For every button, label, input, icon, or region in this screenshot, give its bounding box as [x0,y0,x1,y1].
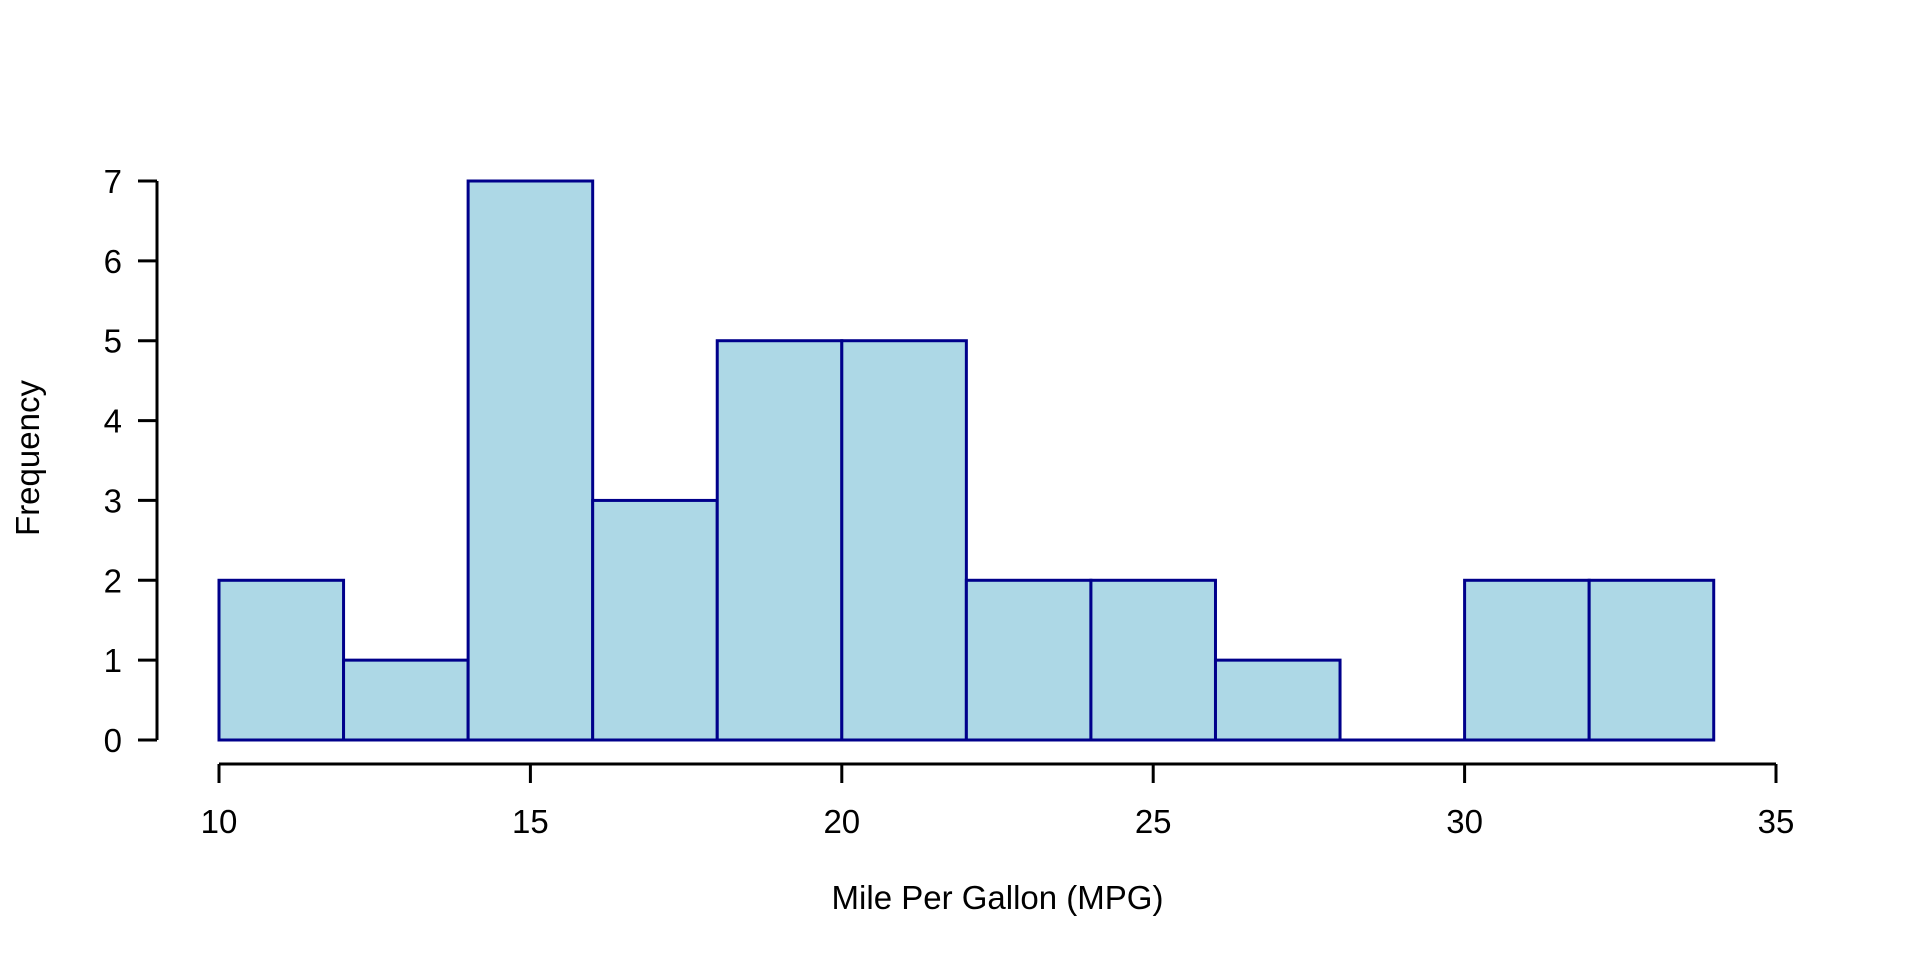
x-axis-title: Mile Per Gallon (MPG) [831,879,1164,916]
y-tick-label: 2 [104,562,122,599]
histogram-bar [1587,578,1716,742]
x-tick-label: 10 [201,803,238,840]
histogram-bar [1089,578,1217,742]
x-tick-label: 35 [1758,803,1795,840]
x-tick-label: 15 [512,803,549,840]
histogram-bar [964,578,1093,742]
histogram-bar [715,339,844,742]
y-tick-label: 0 [104,722,122,759]
histogram-bar [217,578,346,742]
y-tick-label: 6 [104,243,122,280]
x-tick-label: 20 [823,803,860,840]
histogram-bar [1213,658,1342,742]
histogram-bar [1463,578,1591,742]
y-tick-label: 3 [104,482,122,519]
y-axis-title: Frequency [9,380,46,536]
y-tick-label: 5 [104,323,122,360]
y-tick-label: 4 [104,403,122,440]
x-tick-label: 25 [1135,803,1172,840]
y-tick-label: 1 [104,642,122,679]
histogram-bar [342,658,470,742]
histogram-bar [840,339,968,742]
x-tick-label: 30 [1446,803,1483,840]
histogram-bar [466,179,595,742]
histogram-bar [591,498,719,742]
y-tick-label: 7 [104,163,122,200]
